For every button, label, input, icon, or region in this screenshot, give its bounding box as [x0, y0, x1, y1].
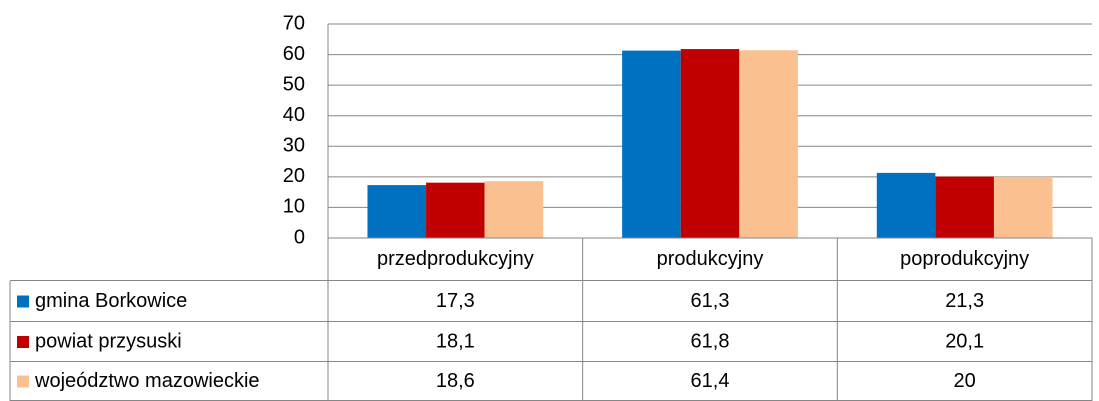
y-tick-label: 0: [294, 226, 305, 248]
table-value: 61,4: [691, 370, 730, 392]
legend-label: gmina Borkowice: [35, 290, 187, 312]
bar: [935, 176, 994, 238]
x-tick-label: produkcyjny: [657, 248, 764, 270]
bar: [680, 49, 740, 238]
y-tick-label: 30: [283, 135, 305, 157]
bar: [484, 181, 544, 238]
y-tick-label: 50: [283, 73, 305, 95]
table-value: 18,6: [436, 370, 475, 392]
table-value: 20: [954, 370, 976, 392]
bar: [739, 50, 798, 238]
legend-key: [17, 295, 29, 308]
y-tick-label: 10: [283, 196, 305, 218]
bar: [367, 185, 427, 238]
y-tick-label: 60: [283, 43, 305, 65]
y-tick-label: 70: [283, 12, 305, 34]
bar: [993, 176, 1053, 238]
table-value: 61,3: [691, 290, 730, 312]
x-tick-label: przedprodukcyjny: [377, 248, 534, 270]
x-tick-label: poprodukcyjny: [900, 248, 1029, 270]
y-tick-label: 40: [283, 104, 305, 126]
legend-key: [17, 336, 29, 348]
table-value: 61,8: [691, 330, 730, 352]
table-value: 21,3: [945, 290, 984, 312]
legend-label: wojeództwo mazowieckie: [34, 370, 260, 392]
table-value: 18,1: [436, 330, 475, 352]
bar: [622, 50, 681, 239]
bar: [876, 172, 936, 238]
legend-label: powiat przysuski: [35, 330, 182, 352]
table-value: 20,1: [945, 330, 984, 352]
table-value: 17,3: [436, 290, 475, 312]
legend-key: [17, 375, 29, 388]
y-tick-label: 20: [283, 165, 305, 187]
bar: [426, 182, 485, 238]
